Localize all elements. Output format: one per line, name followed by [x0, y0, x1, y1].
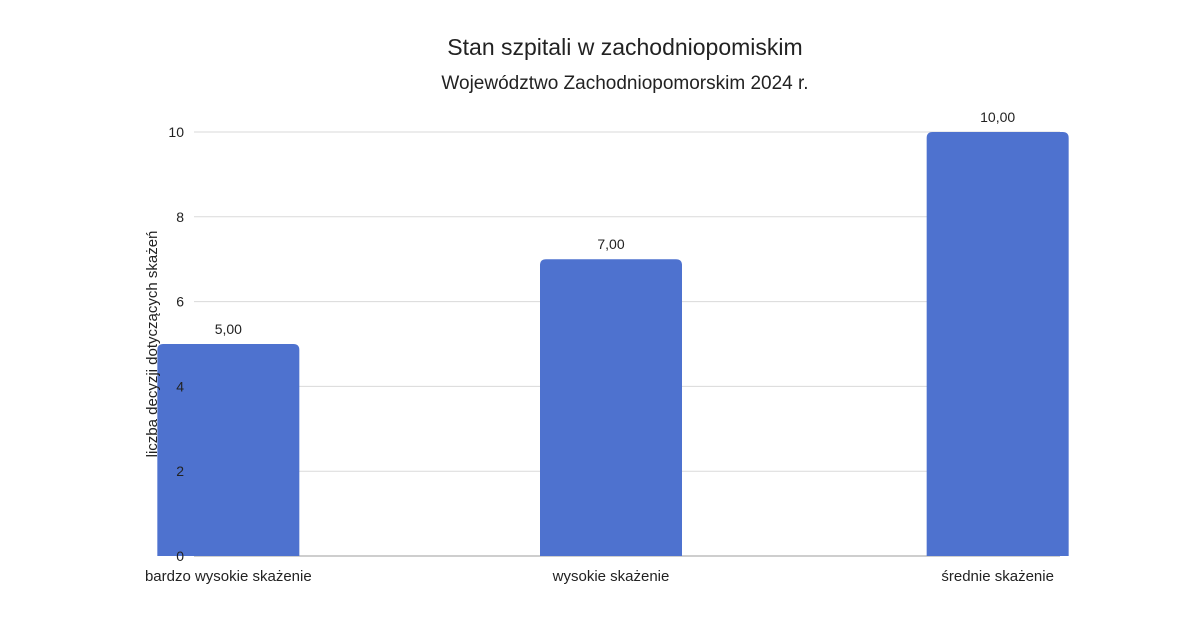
labels: 0 2 4 6 8 10 5,00 bardzo wysokie skażenie 7,00 wy… [144, 109, 1054, 585]
x-category-label: bardzo wysokie skażenie [145, 568, 312, 585]
chart-title: Stan szpitali w zachodniopomiskim [447, 34, 803, 60]
y-tick-label: 4 [176, 378, 184, 394]
bar [926, 132, 1069, 556]
y-tick-label: 6 [176, 294, 184, 310]
y-tick-label: 0 [176, 548, 184, 564]
data-label: 7,00 [597, 236, 624, 252]
data-label: 10,00 [980, 109, 1015, 125]
bar [540, 259, 682, 556]
x-category-label: średnie skażenie [941, 568, 1054, 585]
x-category-label: wysokie skażenie [552, 568, 670, 585]
chart-subtitle: Województwo Zachodniopomorskim 2024 r. [441, 73, 809, 94]
data-label: 5,00 [215, 321, 242, 337]
y-tick-label: 10 [168, 124, 184, 140]
y-axis-title: liczba decyzji dotyczących skażeń [144, 231, 161, 458]
bars [157, 132, 1069, 556]
y-tick-label: 2 [176, 463, 184, 479]
y-tick-label: 8 [176, 209, 184, 225]
bar [157, 344, 300, 556]
